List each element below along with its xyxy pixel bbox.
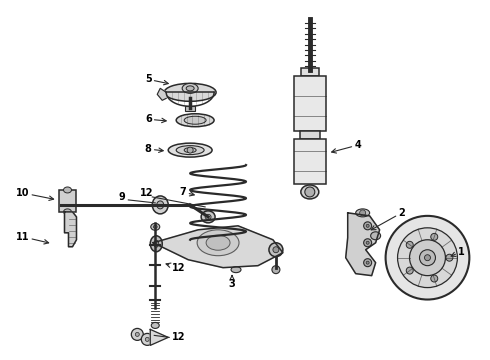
Ellipse shape (206, 235, 230, 250)
Text: 12: 12 (166, 263, 185, 273)
Ellipse shape (184, 148, 196, 153)
Circle shape (431, 233, 438, 240)
Bar (300, 131, 320, 139)
Ellipse shape (205, 214, 211, 219)
Ellipse shape (154, 240, 159, 247)
Circle shape (406, 241, 413, 248)
Text: 5: 5 (145, 75, 168, 85)
Circle shape (366, 224, 369, 227)
Ellipse shape (164, 84, 216, 101)
Ellipse shape (64, 209, 72, 215)
Ellipse shape (186, 86, 194, 91)
Circle shape (431, 275, 438, 282)
Circle shape (187, 147, 193, 153)
Circle shape (141, 333, 153, 345)
Circle shape (366, 261, 369, 264)
Text: 12: 12 (140, 188, 153, 198)
Ellipse shape (182, 84, 198, 93)
Circle shape (397, 228, 457, 288)
Circle shape (360, 210, 366, 216)
Polygon shape (157, 88, 166, 100)
Circle shape (269, 243, 283, 257)
Text: 12: 12 (172, 332, 185, 342)
Text: 9: 9 (119, 192, 126, 202)
Circle shape (272, 266, 280, 274)
Ellipse shape (153, 225, 157, 228)
Text: 2: 2 (371, 208, 405, 230)
Ellipse shape (151, 223, 160, 230)
Ellipse shape (168, 143, 212, 157)
Ellipse shape (157, 201, 164, 209)
Circle shape (366, 241, 369, 244)
Circle shape (410, 240, 445, 276)
Circle shape (305, 187, 315, 197)
Text: 3: 3 (229, 275, 235, 289)
Ellipse shape (64, 187, 72, 193)
Bar (301, 68, 319, 76)
Ellipse shape (150, 236, 162, 252)
Text: 4: 4 (332, 140, 361, 153)
Ellipse shape (370, 232, 381, 240)
Circle shape (419, 250, 436, 266)
Polygon shape (153, 226, 283, 268)
Ellipse shape (301, 185, 319, 199)
Circle shape (131, 328, 143, 340)
Ellipse shape (151, 323, 159, 328)
Circle shape (364, 239, 371, 247)
Polygon shape (150, 329, 168, 345)
Bar (185, 106, 195, 111)
Circle shape (386, 216, 469, 300)
Circle shape (145, 337, 149, 341)
Bar (294, 139, 326, 184)
Ellipse shape (176, 114, 214, 127)
Circle shape (364, 259, 371, 267)
Circle shape (135, 332, 139, 336)
Text: 8: 8 (145, 144, 163, 154)
Circle shape (446, 254, 453, 261)
Text: 10: 10 (16, 188, 53, 201)
Circle shape (364, 222, 371, 230)
Bar (58, 190, 76, 212)
Text: 1: 1 (451, 247, 465, 257)
Ellipse shape (231, 267, 241, 273)
Ellipse shape (356, 209, 369, 217)
Circle shape (424, 255, 431, 261)
Circle shape (406, 267, 413, 274)
Text: 7: 7 (180, 187, 194, 197)
Polygon shape (346, 213, 380, 276)
Ellipse shape (176, 146, 204, 154)
Ellipse shape (184, 116, 206, 124)
Ellipse shape (201, 211, 215, 223)
Polygon shape (65, 212, 76, 247)
Text: 11: 11 (16, 232, 49, 244)
Ellipse shape (152, 196, 168, 214)
Bar (294, 76, 326, 131)
Ellipse shape (197, 230, 239, 256)
Text: 6: 6 (145, 114, 166, 124)
Circle shape (273, 247, 279, 253)
